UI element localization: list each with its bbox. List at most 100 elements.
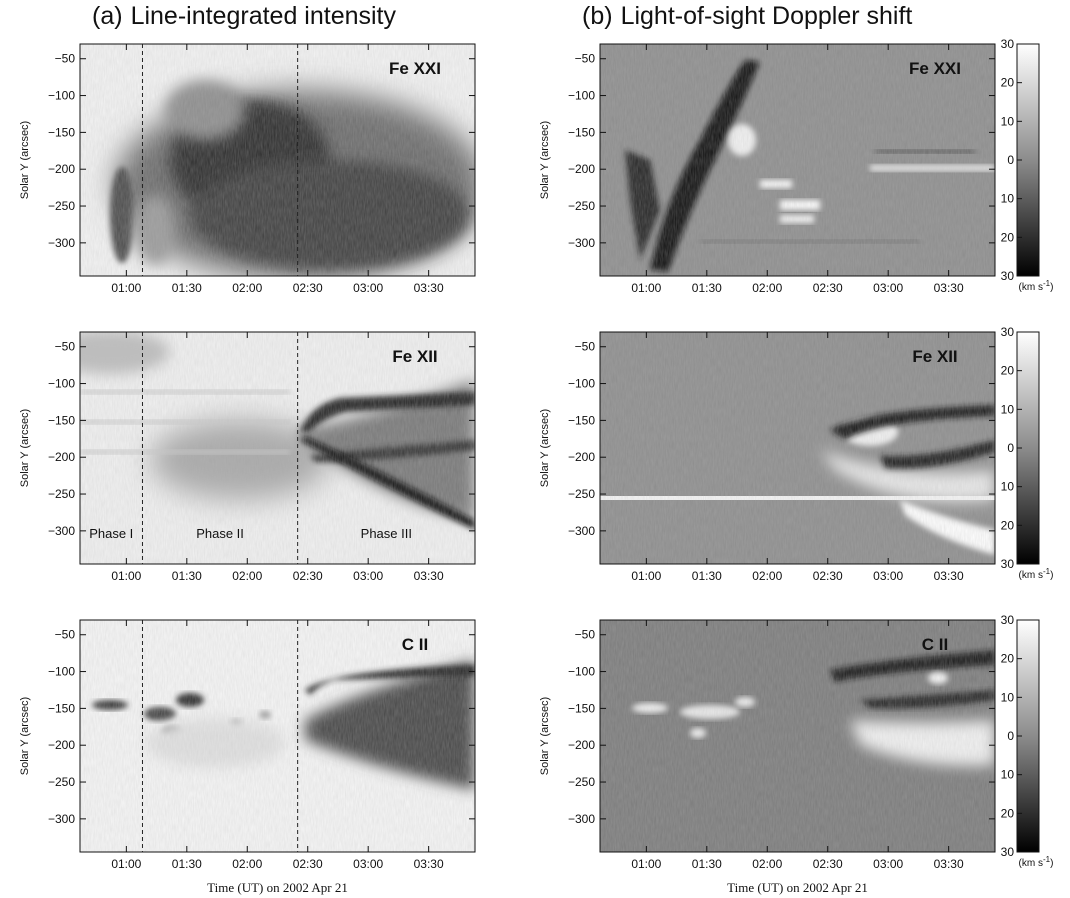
y-tick-label: −50 [55, 52, 76, 66]
plot-frame [79, 619, 476, 853]
y-tick-label: −100 [568, 89, 595, 103]
colorbar-tick-label: 30 [1001, 37, 1015, 51]
spectral-line-label: C II [922, 635, 948, 654]
y-tick-label: −50 [575, 628, 596, 642]
y-axis-label: Solar Y (arcsec) [19, 409, 31, 487]
axes-layer: 01:00 01:30 02:00 02:30 03:00 03:30 −50 −100 −15… [19, 37, 1053, 895]
axes-a3: 01:00 01:30 02:00 02:30 03:00 03:30 −50 −100 −15… [19, 619, 476, 895]
panel-b3 [600, 620, 995, 852]
x-tick-label: 03:30 [934, 857, 964, 871]
panel-b3-image [600, 620, 995, 852]
colorbar-tick-label: 0 [1007, 153, 1014, 167]
panel-a3 [80, 620, 475, 852]
panel-b1 [600, 44, 995, 276]
colorbar-tick-label: 30 [1001, 325, 1015, 339]
x-tick-label: 02:00 [232, 857, 262, 871]
y-tick-label: −250 [568, 199, 595, 213]
y-axis-label: Solar Y (arcsec) [539, 409, 551, 487]
x-tick-label: 03:00 [873, 281, 903, 295]
x-tick-label: 01:30 [692, 569, 722, 583]
x-tick-label: 01:30 [172, 857, 202, 871]
y-tick-label: −300 [48, 812, 75, 826]
x-tick-label: 01:00 [631, 281, 661, 295]
axes-b3: 01:00 01:30 02:00 02:30 03:00 03:30 −50 −100 −15… [539, 613, 1053, 895]
panel-b2-image [600, 332, 995, 564]
y-tick-label: −150 [48, 701, 75, 715]
x-tick-label: 02:30 [293, 857, 323, 871]
y-tick-label: −300 [568, 524, 595, 538]
colorbar-tick-label: 20 [1001, 806, 1015, 820]
x-tick-label: 01:00 [631, 569, 661, 583]
colorbar-tick-label: 10 [1001, 402, 1015, 416]
axes-b2: 01:00 01:30 02:00 02:30 03:00 03:30 −50 −100 −15… [539, 325, 1053, 583]
y-tick-label: −100 [48, 665, 75, 679]
colorbar-tick-label: 30 [1001, 557, 1015, 571]
plot-frame [599, 619, 996, 853]
y-tick-label: −250 [568, 775, 595, 789]
x-tick-label: 03:30 [934, 569, 964, 583]
column-title-doppler: (b) Light-of-sight Doppler shift [582, 2, 912, 31]
spectral-line-label: C II [402, 635, 428, 654]
colorbar-tick-label: 10 [1001, 690, 1015, 704]
y-tick-label: −200 [48, 162, 75, 176]
x-tick-label: 02:30 [293, 281, 323, 295]
y-tick-label: −150 [568, 413, 595, 427]
x-tick-label: 02:30 [813, 281, 843, 295]
colorbar-tick-label: 0 [1007, 729, 1014, 743]
y-axis-label: Solar Y (arcsec) [539, 121, 551, 199]
x-axis-label: Time (UT) on 2002 Apr 21 [207, 880, 348, 895]
x-tick-label: 01:30 [692, 281, 722, 295]
y-tick-label: −200 [48, 738, 75, 752]
x-tick-label: 02:30 [813, 857, 843, 871]
y-tick-label: −200 [48, 450, 75, 464]
y-tick-label: −50 [575, 52, 596, 66]
panel-b1-image [600, 44, 995, 276]
x-tick-label: 01:00 [111, 281, 141, 295]
x-tick-label: 02:00 [232, 569, 262, 583]
x-tick-label: 02:00 [752, 569, 782, 583]
colorbar-unit: (km s-1) [1019, 279, 1054, 293]
colorbar-tick-label: 0 [1007, 441, 1014, 455]
colorbar-tick-label: 20 [1001, 364, 1015, 378]
y-tick-label: −300 [48, 524, 75, 538]
panel-a2-image [80, 332, 475, 564]
spectral-line-label: Fe XII [392, 347, 437, 366]
x-tick-label: 02:30 [813, 569, 843, 583]
x-tick-label: 03:30 [414, 569, 444, 583]
x-tick-label: 02:00 [752, 281, 782, 295]
x-tick-label: 02:00 [232, 281, 262, 295]
colorbar-tick-label: 20 [1001, 76, 1015, 90]
y-tick-label: −200 [568, 162, 595, 176]
column-title-intensity: (a) Line-integrated intensity [92, 2, 396, 31]
colorbar-tick-label: 10 [1001, 192, 1015, 206]
y-tick-label: −50 [55, 628, 76, 642]
y-tick-label: −100 [48, 89, 75, 103]
plot-frame [599, 331, 996, 565]
y-axis-label: Solar Y (arcsec) [19, 121, 31, 199]
axes-b1: 01:00 01:30 02:00 02:30 03:00 03:30 −50 −100 −15… [539, 37, 1053, 295]
y-tick-label: −300 [568, 812, 595, 826]
colorbar-tick-label: 30 [1001, 613, 1015, 627]
colorbar: 30 20 10 0 10 20 30 (km s-1) [1001, 37, 1054, 293]
y-tick-label: −300 [568, 236, 595, 250]
y-tick-label: −250 [48, 487, 75, 501]
colorbar: 30 20 10 0 10 20 30 (km s-1) [1001, 325, 1054, 581]
axes-a2: 01:00 01:30 02:00 02:30 03:00 03:30 −50 −100 −15… [19, 331, 476, 583]
column-title-b-text: Light-of-sight Doppler shift [620, 2, 913, 30]
x-tick-label: 03:00 [873, 857, 903, 871]
x-tick-label: 02:00 [752, 857, 782, 871]
x-tick-label: 03:30 [414, 281, 444, 295]
y-tick-label: −100 [568, 377, 595, 391]
y-tick-label: −150 [48, 125, 75, 139]
y-tick-label: −100 [568, 665, 595, 679]
colorbar-tick-label: 20 [1001, 652, 1015, 666]
panel-a3-image [80, 620, 475, 852]
y-tick-label: −250 [568, 487, 595, 501]
y-tick-label: −100 [48, 377, 75, 391]
spectral-line-label: Fe XXI [389, 59, 441, 78]
colorbar-tick-label: 20 [1001, 230, 1015, 244]
spectral-line-label: Fe XII [912, 347, 957, 366]
panel-b2 [600, 332, 995, 564]
y-tick-label: −250 [48, 775, 75, 789]
